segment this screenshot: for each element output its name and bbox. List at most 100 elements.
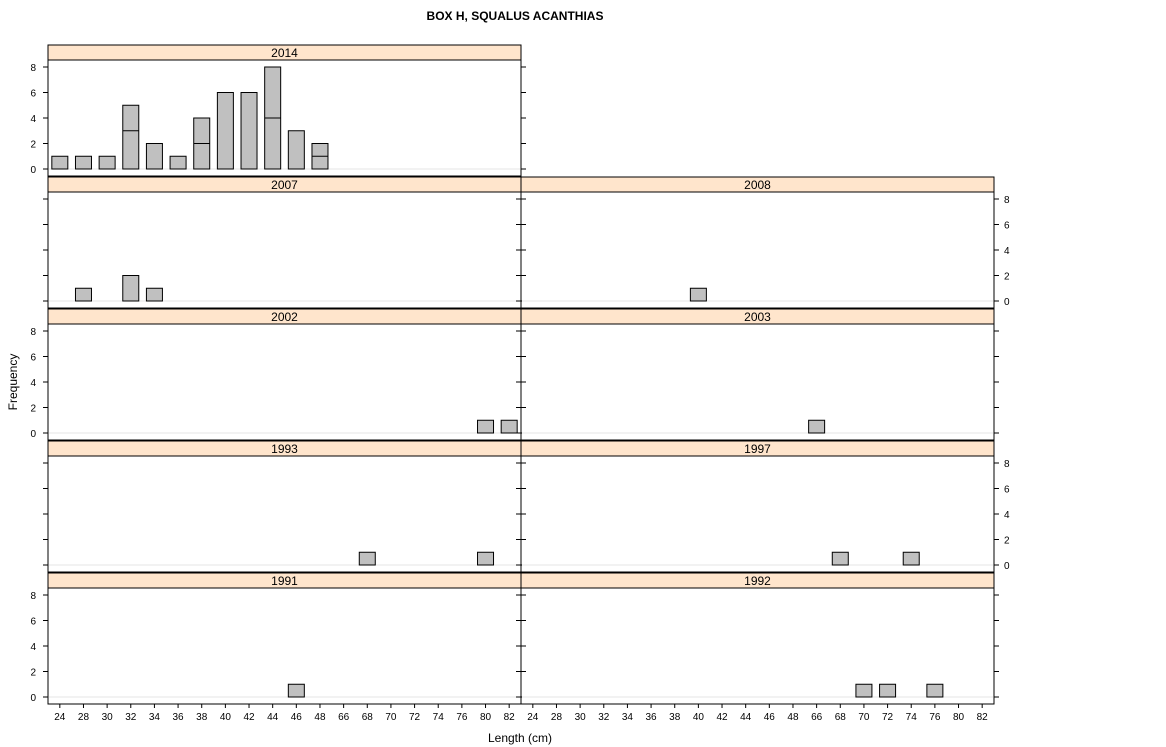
bar-1992-72 xyxy=(879,683,897,698)
x-tick-label: 30 xyxy=(102,712,114,723)
strip-label: 1991 xyxy=(271,574,298,588)
bar-2014-42 xyxy=(240,92,258,170)
x-tick-label: 42 xyxy=(716,712,728,723)
x-tick-label: 32 xyxy=(598,712,610,723)
y-tick-label: 2 xyxy=(30,404,36,415)
y-tick-label: 4 xyxy=(30,378,36,389)
bar-2014-36 xyxy=(169,155,187,170)
panel-2002: 2002 0 2 4 6 8 xyxy=(30,308,526,441)
strip-label: 2014 xyxy=(271,46,298,60)
chart-title: BOX H, SQUALUS ACANTHIAS xyxy=(427,9,604,23)
plot-frame xyxy=(47,191,522,309)
x-tick-label: 38 xyxy=(669,712,681,723)
bar-2002-82 xyxy=(500,419,518,434)
x-tick-label: 38 xyxy=(196,712,208,723)
plot-frame xyxy=(520,455,995,573)
x-tick-label: 76 xyxy=(456,712,468,723)
x-tick-label: 72 xyxy=(882,712,894,723)
strip-label: 1993 xyxy=(271,442,298,456)
y-tick-label: 6 xyxy=(1004,221,1010,232)
y-tick-label: 0 xyxy=(30,165,36,176)
y-tick-label: 6 xyxy=(30,617,36,628)
y-tick-label: 6 xyxy=(30,89,36,100)
bar-2014-40 xyxy=(216,92,234,170)
y-tick-label: 6 xyxy=(1004,485,1010,496)
panel-2014: 2014 0 2 4 6 8 xyxy=(30,44,526,177)
x-tick-label: 46 xyxy=(291,712,303,723)
x-tick-label: 66 xyxy=(338,712,350,723)
strip-label: 2007 xyxy=(271,178,298,192)
x-tick-label: 46 xyxy=(764,712,776,723)
plot-frame xyxy=(47,455,522,573)
bar-1997-74 xyxy=(902,551,920,566)
plot-frame xyxy=(520,323,995,441)
x-tick-label: 66 xyxy=(811,712,823,723)
x-tick-label: 36 xyxy=(173,712,185,723)
panel-2003: 2003 xyxy=(516,308,999,441)
y-tick-label: 8 xyxy=(30,591,36,602)
y-tick-label: 4 xyxy=(30,114,36,125)
y-tick-label: 0 xyxy=(30,429,36,440)
y-tick-label: 6 xyxy=(30,353,36,364)
y-axis-label: Frequency xyxy=(6,354,20,411)
x-tick-label: 82 xyxy=(504,712,516,723)
y-tick-label: 2 xyxy=(30,140,36,151)
x-tick-label: 70 xyxy=(385,712,397,723)
y-tick-label: 4 xyxy=(1004,510,1010,521)
bar-1993-68 xyxy=(358,551,376,566)
strip-label: 1992 xyxy=(744,574,771,588)
x-tick-label: 76 xyxy=(929,712,941,723)
bar-2014-46 xyxy=(287,130,305,170)
bar-2008-40 xyxy=(689,287,707,302)
y-tick-label: 8 xyxy=(1004,459,1010,470)
x-tick-label: 28 xyxy=(78,712,90,723)
y-tick-label: 0 xyxy=(30,693,36,704)
y-tick-label: 8 xyxy=(1004,195,1010,206)
y-tick-label: 2 xyxy=(1004,272,1010,283)
x-tick-label: 68 xyxy=(835,712,847,723)
x-tick-label: 70 xyxy=(858,712,870,723)
plot-frame xyxy=(47,587,522,705)
x-tick-label: 34 xyxy=(149,712,161,723)
x-tick-label: 80 xyxy=(480,712,492,723)
panel-1993: 1993 xyxy=(43,440,526,573)
x-tick-label: 24 xyxy=(527,712,539,723)
y-tick-label: 4 xyxy=(30,642,36,653)
bar-2007-28 xyxy=(74,287,92,302)
y-tick-label: 4 xyxy=(1004,246,1010,257)
bar-2007-34 xyxy=(145,287,163,302)
x-tick-label: 44 xyxy=(267,712,279,723)
x-tick-label: 82 xyxy=(977,712,989,723)
bar-1992-76 xyxy=(926,683,944,698)
plot-frame xyxy=(47,323,522,441)
bar-2014-28 xyxy=(74,155,92,170)
x-tick-label: 30 xyxy=(575,712,587,723)
x-tick-label: 40 xyxy=(693,712,705,723)
y-tick-label: 0 xyxy=(1004,561,1010,572)
y-tick-label: 2 xyxy=(30,668,36,679)
plot-frame xyxy=(47,59,522,177)
x-tick-label: 32 xyxy=(125,712,137,723)
x-tick-label: 48 xyxy=(787,712,799,723)
bar-2014-30 xyxy=(98,155,116,170)
x-tick-label: 68 xyxy=(362,712,374,723)
x-tick-label: 48 xyxy=(314,712,326,723)
bar-1992-70 xyxy=(855,683,873,698)
x-tick-label: 24 xyxy=(54,712,66,723)
x-tick-label: 72 xyxy=(409,712,421,723)
bar-2014-24 xyxy=(51,155,69,170)
strip-label: 1997 xyxy=(744,442,771,456)
x-tick-label: 28 xyxy=(551,712,563,723)
y-tick-label: 8 xyxy=(30,63,36,74)
x-axis-label: Length (cm) xyxy=(488,731,552,745)
strip-label: 2003 xyxy=(744,310,771,324)
x-tick-label: 74 xyxy=(433,712,445,723)
bar-1993-80 xyxy=(477,551,495,566)
y-tick-label: 2 xyxy=(1004,536,1010,547)
bar-2014-34 xyxy=(145,143,163,170)
x-tick-label: 34 xyxy=(622,712,634,723)
bar-1991-46 xyxy=(287,683,305,698)
